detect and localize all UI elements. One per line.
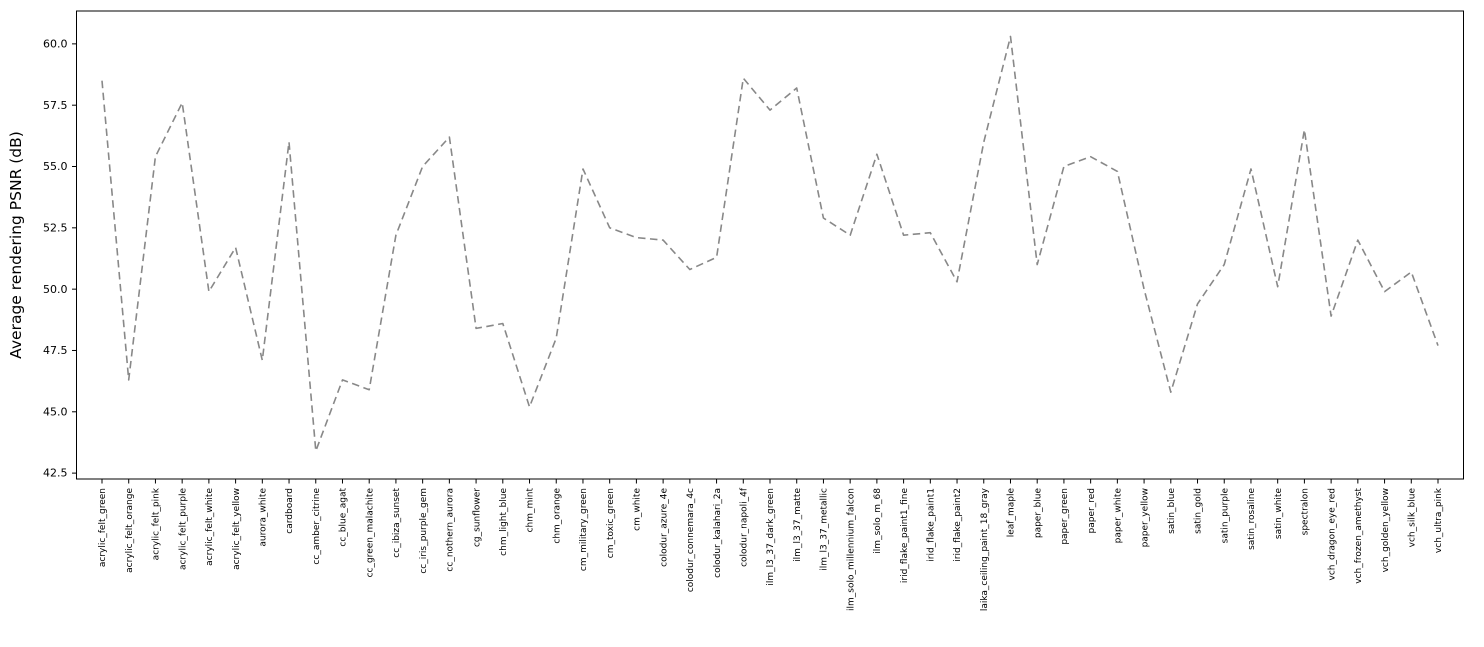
x-tick-label: colodur_connemara_4c — [686, 488, 696, 592]
x-tick-label: chm_mint — [526, 488, 536, 533]
x-tick-label: cm_military_green — [579, 488, 589, 571]
y-tick-label: 50.0 — [43, 283, 68, 296]
x-tick-label: satin_blue — [1167, 488, 1177, 534]
x-tick-label: cm_white — [633, 488, 643, 531]
x-tick-label: cc_amber_citrine — [312, 488, 322, 565]
x-tick-label: ilm_l3_37_matte — [793, 488, 803, 562]
x-tick-label: cc_nothern_aurora — [446, 488, 456, 572]
x-tick-label: paper_white — [1114, 488, 1124, 544]
x-tick-label: colodur_azure_4e — [659, 488, 669, 567]
x-tick-label: cc_iris_purple_gem — [419, 488, 429, 574]
x-tick-label: vch_dragon_eye_red — [1327, 488, 1337, 580]
y-tick-label: 55.0 — [43, 160, 68, 173]
x-tick-label: colodur_kalahari_2a — [713, 488, 723, 578]
y-tick-label: 60.0 — [43, 37, 68, 50]
x-tick-label: acrylic_felt_white — [205, 488, 215, 566]
y-axis-label: Average rendering PSNR (dB) — [7, 131, 25, 359]
x-tick-label: ilm_solo_m_68 — [873, 488, 883, 554]
data-line — [101, 35, 1439, 452]
x-tick-label: colodur_napoli_4f — [739, 487, 749, 567]
x-tick-label: paper_green — [1060, 488, 1070, 545]
x-tick-label: vch_golden_yellow — [1381, 488, 1391, 572]
x-tick-label: ilm_l3_37_metallic — [820, 488, 830, 571]
x-tick-label: aurora_white — [259, 488, 269, 547]
x-tick-label: irid_flake_paint1_fine — [900, 488, 910, 584]
y-tick-label: 47.5 — [43, 344, 68, 357]
x-tick-label: cm_toxic_green — [606, 488, 616, 558]
y-tick-label: 57.5 — [43, 99, 68, 112]
x-tick-label: chm_orange — [552, 488, 562, 544]
x-tick-label: satin_purple — [1220, 488, 1230, 544]
plot-border — [76, 10, 1464, 480]
x-tick-label: vch_silk_blue — [1407, 488, 1417, 548]
x-tick-label: vch_frozen_amethyst — [1354, 488, 1364, 584]
x-tick-label: irid_flake_paint2 — [953, 488, 963, 562]
x-tick-label: acrylic_felt_orange — [125, 488, 135, 573]
x-tick-label: leaf_maple — [1007, 488, 1017, 538]
x-tick-label: paper_yellow — [1140, 488, 1150, 547]
x-tick-label: paper_red — [1087, 488, 1097, 533]
y-tick-label: 45.0 — [43, 405, 68, 418]
x-tick-label: chm_light_blue — [499, 488, 509, 556]
x-tick-label: acrylic_felt_yellow — [232, 488, 242, 570]
x-tick-label: cg_sunflower — [472, 488, 482, 547]
x-tick-label: acrylic_felt_green — [98, 488, 108, 567]
x-tick-label: satin_rosaline — [1247, 488, 1257, 550]
x-tick-label: irid_flake_paint1 — [927, 488, 937, 562]
x-tick-label: ilm_l3_37_dark_green — [766, 488, 776, 586]
x-tick-label: laika_ceiling_paint_18_gray — [980, 487, 990, 611]
x-tick-label: cc_green_malachite — [365, 488, 375, 578]
x-tick-label: satin_white — [1274, 488, 1284, 540]
x-tick-label: cc_ibiza_sunset — [392, 488, 402, 558]
y-tick-label: 42.5 — [43, 467, 68, 480]
x-tick-label: paper_blue — [1033, 488, 1043, 539]
x-tick-label: satin_gold — [1194, 488, 1204, 534]
x-tick-label: vch_ultra_pink — [1434, 487, 1444, 553]
x-tick-label: ilm_solo_millennium_falcon — [846, 488, 856, 611]
y-tick-label: 52.5 — [43, 221, 68, 234]
x-tick-label: acrylic_felt_pink — [152, 487, 162, 560]
x-tick-label: cardboard — [285, 488, 295, 534]
x-tick-label: acrylic_felt_purple — [178, 488, 188, 571]
x-tick-label: cc_blue_agat — [339, 488, 349, 547]
x-tick-label: spectralon — [1301, 488, 1311, 535]
